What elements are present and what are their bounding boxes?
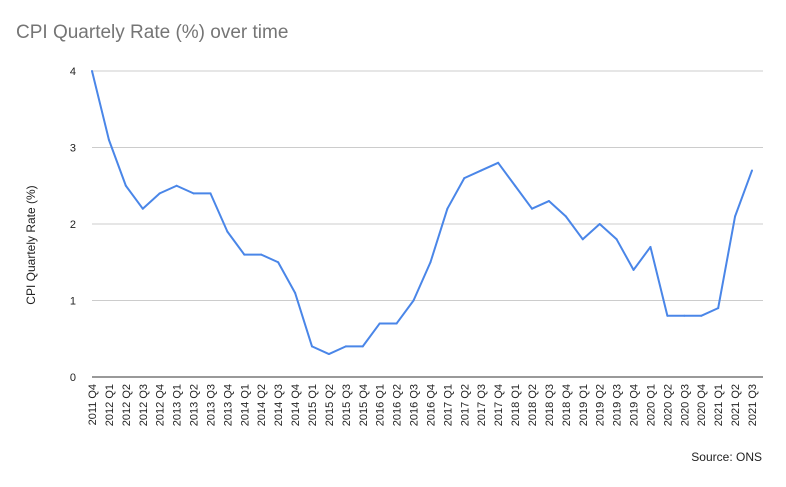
x-tick-label: 2015 Q3 bbox=[341, 384, 353, 426]
x-tick-label: 2014 Q3 bbox=[273, 384, 285, 426]
series-group bbox=[91, 70, 753, 356]
x-tick-label: 2013 Q2 bbox=[189, 384, 201, 426]
x-tick-label: 2021 Q2 bbox=[730, 384, 742, 426]
data-point bbox=[361, 345, 364, 348]
x-tick-label: 2019 Q1 bbox=[578, 384, 590, 426]
x-tick-label: 2018 Q3 bbox=[544, 384, 556, 426]
data-point bbox=[243, 253, 246, 256]
y-axis-label: CPI Quartely Rate (%) bbox=[24, 185, 38, 304]
x-tick-label: 2014 Q4 bbox=[290, 384, 302, 426]
data-point bbox=[514, 184, 517, 187]
data-point bbox=[107, 138, 110, 141]
data-point bbox=[666, 314, 669, 317]
data-point bbox=[480, 169, 483, 172]
gridlines bbox=[92, 70, 763, 378]
data-point bbox=[649, 245, 652, 248]
x-tick-label: 2011 Q4 bbox=[87, 384, 99, 425]
x-tick-label: 2018 Q4 bbox=[561, 384, 573, 426]
x-tick-label: 2019 Q2 bbox=[595, 384, 607, 426]
data-point bbox=[124, 184, 127, 187]
data-point bbox=[446, 207, 449, 210]
x-tick-label: 2017 Q3 bbox=[476, 384, 488, 426]
data-point bbox=[497, 161, 500, 164]
x-tick-label: 2012 Q2 bbox=[121, 384, 133, 426]
x-tick-label: 2019 Q4 bbox=[629, 384, 641, 426]
x-tick-label: 2020 Q2 bbox=[662, 384, 674, 426]
y-tick-label: 3 bbox=[70, 143, 76, 155]
x-tick-label: 2013 Q4 bbox=[222, 384, 234, 426]
x-tick-label: 2017 Q1 bbox=[442, 384, 454, 426]
x-tick-label: 2013 Q1 bbox=[172, 384, 184, 426]
x-tick-label: 2015 Q2 bbox=[324, 384, 336, 426]
y-tick-label: 4 bbox=[70, 66, 76, 78]
data-point bbox=[564, 215, 567, 218]
data-point bbox=[700, 314, 703, 317]
data-point bbox=[344, 345, 347, 348]
data-point bbox=[327, 353, 330, 356]
x-tick-label: 2019 Q3 bbox=[612, 384, 624, 426]
data-point bbox=[547, 200, 550, 203]
x-tick-label: 2014 Q2 bbox=[256, 384, 268, 426]
x-axis-ticks: 2011 Q4 2012 Q1 2012 Q2 2012 Q3 2012 Q4 2013 … bbox=[87, 384, 759, 426]
x-tick-label: 2015 Q1 bbox=[307, 384, 319, 426]
series-line bbox=[91, 70, 753, 356]
data-point bbox=[632, 268, 635, 271]
data-point bbox=[175, 184, 178, 187]
x-tick-label: 2016 Q4 bbox=[425, 384, 437, 426]
data-point bbox=[311, 345, 313, 348]
data-point bbox=[226, 230, 229, 233]
data-point bbox=[192, 192, 195, 195]
data-point bbox=[277, 261, 280, 264]
x-tick-label: 2017 Q2 bbox=[459, 384, 471, 426]
data-point bbox=[598, 223, 601, 225]
data-point bbox=[683, 314, 686, 317]
x-tick-label: 2012 Q4 bbox=[155, 384, 167, 426]
x-tick-label: 2015 Q4 bbox=[358, 384, 370, 426]
x-tick-label: 2014 Q1 bbox=[239, 384, 251, 426]
x-tick-label: 2021 Q1 bbox=[713, 384, 725, 426]
data-point bbox=[751, 169, 753, 172]
data-point bbox=[734, 215, 737, 218]
x-tick-label: 2012 Q1 bbox=[104, 384, 116, 426]
x-tick-label: 2013 Q3 bbox=[205, 384, 217, 426]
x-tick-label: 2018 Q2 bbox=[527, 384, 539, 426]
data-point bbox=[581, 238, 584, 241]
data-point bbox=[260, 253, 263, 256]
x-tick-label: 2020 Q3 bbox=[679, 384, 691, 426]
x-tick-label: 2018 Q1 bbox=[510, 384, 522, 426]
data-point bbox=[209, 192, 212, 195]
x-tick-label: 2020 Q1 bbox=[645, 384, 657, 426]
x-tick-label: 2017 Q4 bbox=[493, 384, 505, 426]
x-tick-label: 2016 Q3 bbox=[409, 384, 421, 426]
data-point bbox=[463, 177, 466, 180]
data-point bbox=[158, 192, 161, 195]
chart-title: CPI Quartely Rate (%) over time bbox=[16, 22, 289, 43]
data-point bbox=[395, 322, 398, 325]
y-tick-label: 2 bbox=[70, 219, 76, 231]
data-point bbox=[615, 238, 618, 241]
x-tick-label: 2020 Q4 bbox=[696, 384, 708, 426]
x-tick-label: 2016 Q1 bbox=[375, 384, 387, 426]
y-tick-label: 0 bbox=[70, 372, 76, 384]
x-tick-label: 2016 Q2 bbox=[392, 384, 404, 426]
data-point bbox=[429, 261, 432, 264]
y-tick-label: 1 bbox=[70, 296, 76, 308]
data-point bbox=[141, 207, 144, 210]
data-point bbox=[717, 307, 720, 310]
y-axis-ticks: 0 1 2 3 4 bbox=[70, 66, 76, 384]
data-point bbox=[531, 207, 533, 210]
data-point bbox=[91, 70, 93, 72]
data-point bbox=[378, 322, 381, 325]
data-point bbox=[412, 299, 415, 302]
x-tick-label: 2021 Q3 bbox=[747, 384, 759, 426]
x-tick-label: 2012 Q3 bbox=[138, 384, 150, 426]
data-point bbox=[294, 291, 297, 294]
source-note: Source: ONS bbox=[691, 450, 762, 464]
